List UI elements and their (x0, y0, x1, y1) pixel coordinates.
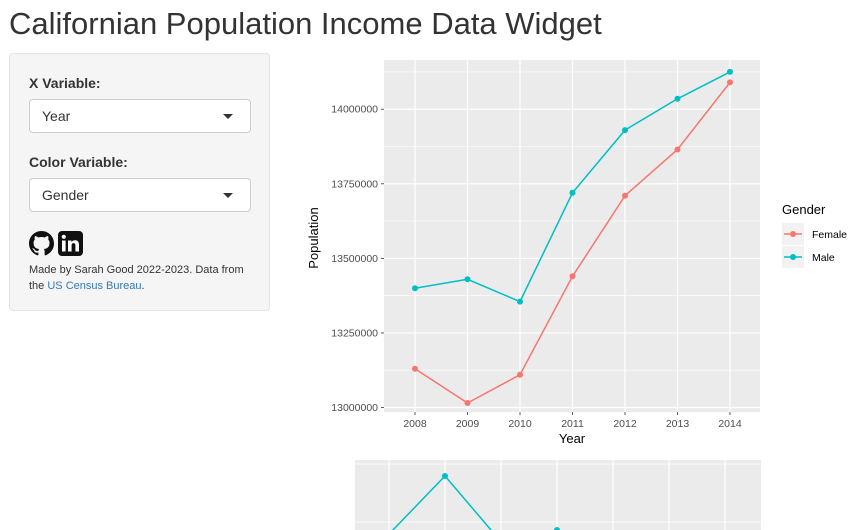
color-variable-value: Gender (42, 187, 89, 203)
data-point-male (517, 298, 523, 305)
x-tick-label: 2014 (718, 418, 742, 430)
chevron-down-icon (223, 193, 233, 198)
y-tick-label: 13750000 (331, 178, 378, 190)
x-tick-label: 2011 (561, 418, 584, 430)
data-point-male (464, 276, 471, 283)
y-tick-label: 13000000 (331, 402, 378, 414)
data-point-female (622, 192, 628, 199)
legend-title: Gender (782, 202, 826, 217)
x-axis-label: Year (559, 431, 586, 446)
legend-key-point (790, 231, 796, 237)
sidebar-panel: X Variable: Year Color Variable: Gender … (9, 53, 270, 311)
x-variable-value: Year (42, 108, 71, 124)
x-tick-label: 2009 (456, 418, 480, 430)
x-tick-label: 2008 (403, 418, 427, 430)
population-line-chart: 13000000 13250000 13500000 13750000 14000000… (306, 60, 847, 446)
linkedin-icon[interactable] (58, 231, 83, 256)
credit-text: Made by Sarah Good 2022-2023. Data from … (29, 262, 259, 294)
legend-label-male: Male (812, 252, 835, 264)
page-title: Californian Population Income Data Widge… (9, 6, 602, 41)
data-point-female (412, 365, 418, 372)
x-tick-label: 2012 (613, 418, 637, 430)
credit-suffix: . (141, 280, 145, 292)
x-variable-select[interactable]: Year (29, 99, 251, 133)
data-point-female (517, 371, 523, 378)
data-point-female (727, 79, 733, 86)
x-variable-label: X Variable: (29, 75, 101, 91)
y-tick-label: 13250000 (331, 327, 378, 339)
data-point-male (674, 95, 681, 102)
legend-key-point (790, 254, 796, 260)
data-point-2b (554, 527, 560, 530)
second-line-chart (355, 460, 761, 530)
census-bureau-link[interactable]: US Census Bureau (47, 280, 142, 292)
y-axis-label: Population (306, 207, 321, 268)
x-tick-label: 2013 (666, 418, 690, 430)
data-point-male (622, 127, 628, 134)
credit-prefix: Made by Sarah Good 2022-2023. Data from … (29, 264, 244, 292)
data-point-female (569, 273, 576, 280)
color-variable-select[interactable]: Gender (29, 178, 251, 212)
y-tick-label: 13500000 (331, 253, 378, 265)
color-variable-label: Color Variable: (29, 154, 128, 170)
data-point-female (464, 400, 471, 407)
legend-label-female: Female (812, 229, 847, 241)
data-point-male (569, 189, 576, 196)
github-icon[interactable] (29, 231, 54, 256)
data-point-2 (442, 473, 448, 479)
x-tick-label: 2010 (508, 418, 532, 430)
data-point-female (674, 146, 681, 153)
plot-panel-2 (355, 460, 761, 530)
y-tick-label: 14000000 (331, 104, 378, 116)
data-point-male (412, 285, 418, 292)
data-point-male (727, 68, 733, 75)
chevron-down-icon (223, 114, 233, 119)
